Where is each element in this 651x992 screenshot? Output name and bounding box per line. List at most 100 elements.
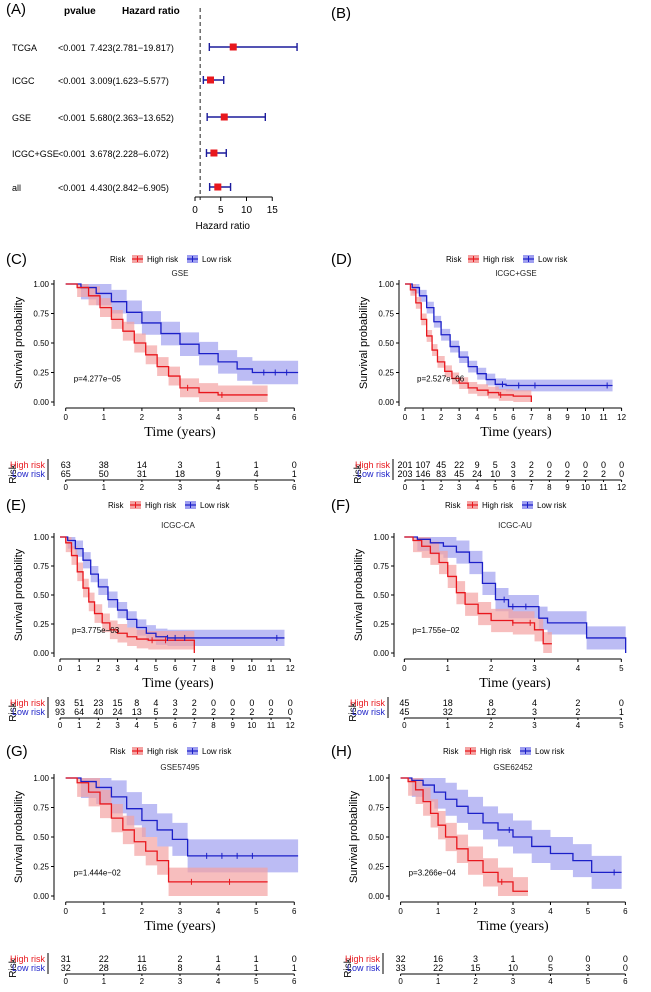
risk-count-high: 16 <box>433 954 443 964</box>
high-risk-curve <box>65 283 268 396</box>
km-panel-h: (H) Risk High risk Low riskGSE624520.000.25… <box>331 743 628 986</box>
risk-count-high: 3 <box>473 954 478 964</box>
risk-count-low: 5 <box>153 707 158 717</box>
x-tick-label: 5 <box>254 413 259 422</box>
risk-count-high: 0 <box>249 698 254 708</box>
risk-count-low: 18 <box>175 469 185 479</box>
y-tick-label: 1.00 <box>33 774 49 783</box>
risk-count-low: 10 <box>490 469 500 479</box>
x-tick-label: 4 <box>135 664 140 673</box>
x-tick-label: 2 <box>140 907 145 916</box>
risk-count-low: 31 <box>137 469 147 479</box>
risk-table-label: Risk <box>348 701 359 721</box>
risk-count-low: 32 <box>443 707 453 717</box>
forest-row-pvalue: <0.001 <box>58 183 86 193</box>
high-risk-curve <box>404 536 552 645</box>
high-risk-curve <box>405 283 532 402</box>
risk-count-low: 24 <box>113 707 123 717</box>
panel-title: ICGC-CA <box>161 521 195 530</box>
risk-count-low: 22 <box>433 963 443 973</box>
km-panel-g: (G) Risk High risk Low riskGSE574950.000.25… <box>6 743 299 986</box>
x-tick-label: 6 <box>292 907 297 916</box>
risk-count-high: 0 <box>292 460 297 470</box>
x-tick-label: 5 <box>493 413 498 422</box>
forest-point <box>214 183 222 191</box>
low-risk-curve <box>404 536 627 653</box>
legend-title: Risk <box>446 255 463 264</box>
panel-label: (H) <box>331 743 352 760</box>
risk-count-low: 2 <box>575 707 580 717</box>
x-tick-label: 4 <box>548 907 553 916</box>
risk-table-x-tick-label: 2 <box>140 977 145 986</box>
risk-table-x-tick-label: 3 <box>178 977 183 986</box>
risk-table-x-tick-label: 4 <box>135 721 140 730</box>
risk-count-low: 9 <box>216 469 221 479</box>
low-risk-ci-band <box>400 778 622 889</box>
risk-count-high: 9 <box>475 460 480 470</box>
y-tick-label: 0.00 <box>33 649 49 658</box>
x-tick-label: 2 <box>473 907 478 916</box>
x-tick-label: 5 <box>619 664 624 673</box>
panel-label: (E) <box>6 497 26 514</box>
forest-row-hr-text: 4.430(2.842−6.905) <box>90 183 169 193</box>
legend-high-label: High risk <box>147 255 179 264</box>
risk-table-x-tick-label: 12 <box>617 483 626 492</box>
y-tick-label: 0.00 <box>33 398 49 407</box>
low-risk-curve <box>60 536 285 639</box>
risk-table-x-tick-label: 9 <box>230 721 235 730</box>
low-risk-curve <box>400 777 622 874</box>
risk-table-x-tick-label: 1 <box>102 977 107 986</box>
risk-count-low: 3 <box>511 469 516 479</box>
risk-table-x-tick-label: 3 <box>115 721 120 730</box>
y-tick-label: 0.25 <box>373 620 389 629</box>
panel-title: ICGC+GSE <box>495 269 537 278</box>
x-axis-label: Time (years) <box>144 919 216 934</box>
risk-count-low: 8 <box>177 963 182 973</box>
x-tick-label: 1 <box>102 413 107 422</box>
pvalue-column-header: pvalue <box>64 6 96 17</box>
y-tick-label: 0.75 <box>368 804 384 813</box>
x-tick-label: 11 <box>599 413 608 422</box>
y-tick-label: 0.50 <box>378 339 394 348</box>
x-tick-label: 4 <box>475 413 480 422</box>
high-risk-ci-band <box>405 284 532 402</box>
y-tick-label: 0.50 <box>33 339 49 348</box>
legend-low-label: Low risk <box>538 255 568 264</box>
risk-count-high: 0 <box>583 460 588 470</box>
legend-low-label: Low risk <box>202 255 232 264</box>
risk-table-x-tick-label: 0 <box>398 977 403 986</box>
y-tick-label: 0.75 <box>373 562 389 571</box>
x-axis-label: Time (years) <box>479 676 551 691</box>
risk-table-x-tick-label: 5 <box>254 977 259 986</box>
risk-count-low: 2 <box>230 707 235 717</box>
risk-count-high: 32 <box>396 954 406 964</box>
x-tick-label: 0 <box>58 664 63 673</box>
risk-count-low: 16 <box>137 963 147 973</box>
x-tick-label: 5 <box>154 664 159 673</box>
risk-count-high: 4 <box>532 698 537 708</box>
risk-count-low: 3 <box>585 963 590 973</box>
x-tick-label: 3 <box>115 664 120 673</box>
risk-count-low: 0 <box>623 963 628 973</box>
risk-table-high-label: High risk <box>345 954 381 964</box>
p-value-text: p=1.755e−02 <box>412 626 460 635</box>
risk-count-high: 93 <box>55 698 65 708</box>
risk-table-x-tick-label: 1 <box>446 721 451 730</box>
legend-high-label: High risk <box>482 501 514 510</box>
risk-count-high: 1 <box>510 954 515 964</box>
risk-table-x-tick-label: 2 <box>489 721 494 730</box>
high-risk-ci-band <box>404 537 552 653</box>
risk-table-label: Risk <box>353 463 364 483</box>
x-tick-label: 8 <box>211 664 216 673</box>
risk-table-x-tick-label: 8 <box>547 483 552 492</box>
y-tick-label: 1.00 <box>33 533 49 542</box>
y-axis-label: Survival probability <box>13 548 25 641</box>
low-risk-curve <box>405 283 613 387</box>
risk-table-x-tick-label: 11 <box>599 483 608 492</box>
x-tick-label: 3 <box>457 413 462 422</box>
km-panel-e: (E) Risk High risk Low riskICGC-CA0.000.250… <box>6 497 295 730</box>
panel-label: (F) <box>331 497 350 514</box>
risk-count-high: 22 <box>454 460 464 470</box>
high-risk-ci-band <box>65 778 268 896</box>
risk-count-high: 63 <box>61 460 71 470</box>
